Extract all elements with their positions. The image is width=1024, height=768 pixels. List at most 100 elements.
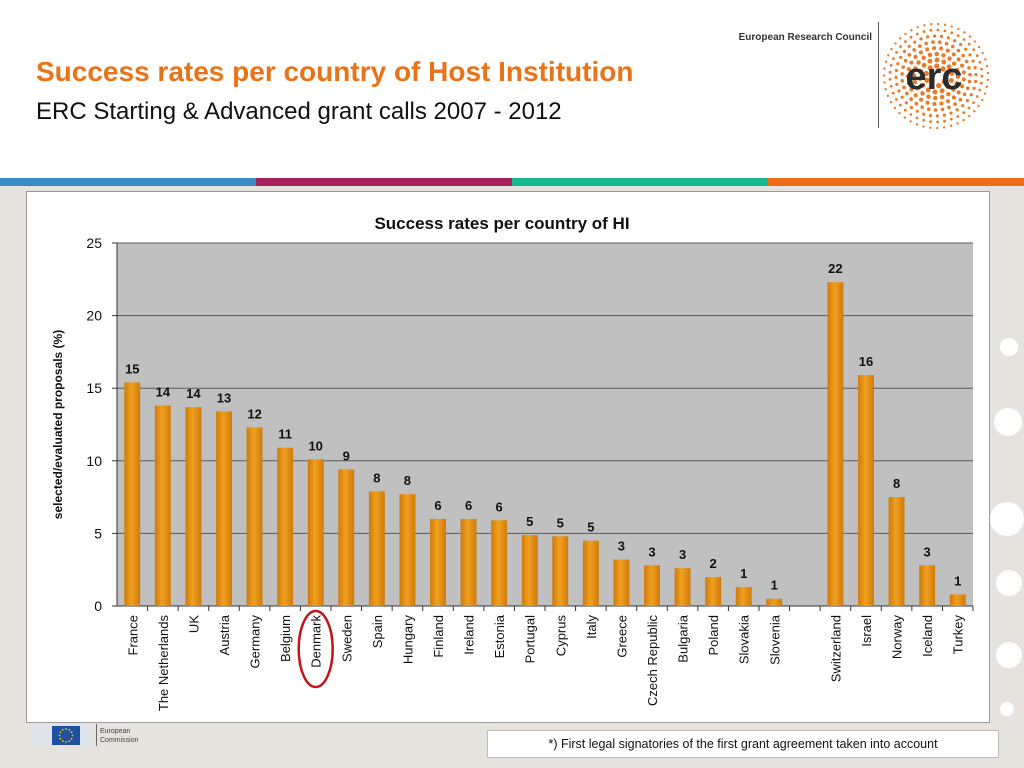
data-label: 13 — [217, 390, 231, 405]
logo-dot — [968, 72, 972, 77]
logo-dot — [944, 41, 949, 46]
x-tick-label: Hungary — [400, 615, 415, 665]
x-tick-label: Germany — [248, 615, 263, 669]
logo-dot — [935, 114, 939, 118]
org-name: European Research Council — [738, 32, 872, 43]
x-tick-label: The Netherlands — [156, 615, 171, 712]
logo-dot — [894, 68, 898, 73]
logo-dot — [912, 79, 918, 85]
logo-dot — [969, 93, 973, 97]
logo-dot — [893, 106, 897, 110]
logo-dot — [899, 55, 903, 59]
eu-star-icon — [68, 740, 71, 742]
bar — [582, 540, 599, 606]
logo-dot — [915, 116, 919, 120]
eu-star-icon — [65, 741, 67, 743]
logo-dot — [897, 89, 901, 93]
logo-dot — [910, 29, 913, 32]
logo-dot — [951, 95, 956, 100]
logo-dot — [890, 47, 893, 51]
logo-dot — [956, 122, 959, 125]
x-tick-label: Turkey — [951, 615, 966, 655]
stripe-blue — [0, 178, 256, 186]
logo-dot — [974, 73, 978, 77]
x-tick-label: Slovenia — [767, 614, 782, 665]
data-label: 6 — [495, 499, 502, 514]
logo-dot — [904, 40, 907, 43]
y-tick-label: 10 — [86, 453, 102, 469]
chart-panel: 0 5 10 15 20 25 Success rates per country of H… — [26, 191, 990, 723]
eu-star-icon — [68, 729, 71, 731]
highlight-circle — [297, 609, 334, 689]
data-label: 3 — [679, 547, 686, 562]
logo-dot — [905, 91, 909, 96]
bar — [124, 382, 141, 606]
logo-dot — [933, 34, 937, 38]
logo-dot — [947, 105, 951, 110]
logo-dot — [920, 91, 925, 96]
logo-dot — [945, 99, 951, 104]
logo-dot — [950, 31, 954, 35]
logo-dot — [919, 37, 923, 41]
data-label: 8 — [893, 476, 900, 491]
logo-dot — [961, 53, 965, 58]
x-tick-label: Estonia — [492, 614, 507, 658]
logo-dot — [955, 108, 959, 112]
logo-dot — [912, 48, 917, 52]
logo-dot — [975, 54, 979, 58]
x-tick-label: Czech Republic — [645, 615, 660, 707]
logo-dot — [946, 36, 950, 40]
logo-dot — [900, 72, 904, 76]
logo-dot — [945, 48, 950, 53]
bar — [368, 491, 385, 606]
logo-dot — [895, 98, 898, 101]
logo-dot — [934, 63, 940, 69]
logo-dot — [967, 42, 971, 46]
stripe-magenta — [256, 178, 512, 186]
data-label: 14 — [186, 386, 201, 401]
logo-dot — [943, 126, 946, 129]
logo-dot — [918, 50, 923, 55]
x-tick-label: UK — [186, 615, 201, 633]
logo-dot — [925, 87, 931, 93]
logo-dot — [964, 59, 969, 64]
data-label: 9 — [343, 449, 350, 464]
logo-dot — [892, 57, 895, 61]
chart-title: Success rates per country of HI — [374, 214, 629, 233]
logo-dot — [956, 48, 961, 53]
logo-dot — [951, 52, 956, 57]
logo-dot — [950, 25, 953, 28]
logo-dot — [946, 91, 951, 97]
decor-dot — [996, 570, 1022, 596]
logo-dot — [961, 70, 966, 75]
logo-dot — [909, 87, 914, 92]
logo-dot — [883, 67, 886, 70]
data-label: 2 — [709, 556, 716, 571]
logo-dot — [950, 44, 955, 49]
logo-dot — [925, 47, 930, 52]
x-tick-label: Norway — [890, 615, 905, 660]
logo-dot — [903, 58, 908, 63]
stripe-green — [512, 178, 768, 186]
logo-dot — [919, 97, 924, 102]
logo-dot — [950, 117, 953, 121]
logo-dot — [968, 35, 972, 38]
logo-dot — [981, 51, 984, 55]
logo-dot — [929, 82, 935, 88]
logo-dot — [913, 40, 917, 44]
logo-dot — [956, 90, 961, 95]
logo-dot — [888, 70, 892, 74]
logo-dot — [933, 108, 938, 112]
stripe-orange — [768, 178, 1024, 186]
bar — [185, 407, 202, 606]
logo-dot — [967, 66, 971, 70]
bar — [674, 568, 691, 606]
eu-logo-divider — [96, 724, 97, 746]
x-tick-label: Sweden — [339, 615, 354, 662]
bar — [552, 536, 569, 606]
logo-dot — [928, 114, 933, 118]
y-axis-label: selected/evaluated proposals (%) — [51, 330, 65, 519]
logo-dot — [968, 114, 971, 118]
logo-dot — [984, 58, 987, 61]
logo-dot — [943, 29, 947, 33]
